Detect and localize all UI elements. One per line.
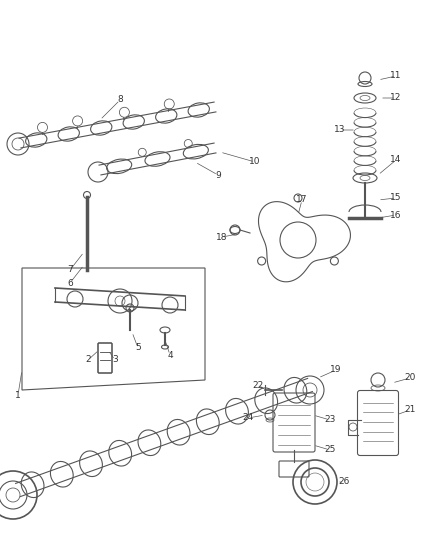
Text: 18: 18 bbox=[216, 232, 228, 241]
Text: 26: 26 bbox=[338, 478, 350, 487]
Text: 23: 23 bbox=[324, 416, 336, 424]
Text: 9: 9 bbox=[215, 171, 221, 180]
Text: 22: 22 bbox=[252, 381, 264, 390]
Text: 13: 13 bbox=[334, 125, 346, 134]
Text: 21: 21 bbox=[404, 406, 416, 415]
Text: 17: 17 bbox=[296, 196, 308, 205]
Text: 24: 24 bbox=[242, 414, 254, 423]
Text: 12: 12 bbox=[390, 93, 402, 102]
Text: 4: 4 bbox=[167, 351, 173, 359]
Text: 15: 15 bbox=[390, 193, 402, 203]
Text: 25: 25 bbox=[324, 446, 336, 455]
Text: 1: 1 bbox=[15, 391, 21, 400]
Text: 11: 11 bbox=[390, 71, 402, 80]
Text: 2: 2 bbox=[85, 356, 91, 365]
Text: 8: 8 bbox=[117, 95, 123, 104]
Text: 7: 7 bbox=[67, 265, 73, 274]
Text: 19: 19 bbox=[330, 366, 342, 375]
Text: 16: 16 bbox=[390, 211, 402, 220]
Text: 10: 10 bbox=[249, 157, 261, 166]
Text: 3: 3 bbox=[112, 356, 118, 365]
Text: 5: 5 bbox=[135, 343, 141, 352]
Text: 14: 14 bbox=[390, 156, 402, 165]
Text: 20: 20 bbox=[404, 374, 416, 383]
Text: 6: 6 bbox=[67, 279, 73, 287]
